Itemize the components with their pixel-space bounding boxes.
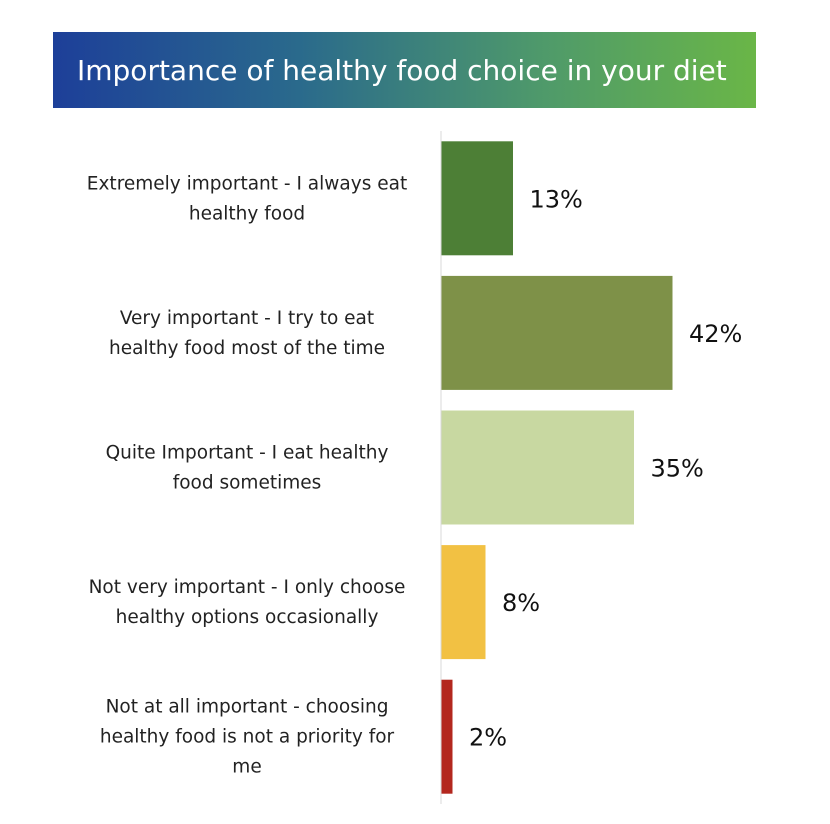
category-label-5: Not at all important - choosing healthy f… — [100, 697, 395, 778]
value-label-4: 8% — [502, 589, 540, 617]
category-label-4: Not very important - I only choose health… — [89, 577, 406, 628]
value-label-5: 2% — [469, 724, 507, 752]
category-label-3: Quite Important - I eat healthy food some… — [106, 443, 389, 494]
value-label-2: 42% — [689, 320, 742, 348]
category-label-2: Very important - I try to eat healthy foo… — [109, 308, 385, 359]
category-label-1: Extremely important - I always eat health… — [87, 173, 407, 224]
bar-1 — [441, 141, 513, 256]
bar-2 — [441, 275, 673, 390]
title-banner: Importance of healthy food choice in you… — [53, 32, 756, 108]
chart-title: Importance of healthy food choice in you… — [77, 53, 727, 87]
value-label-3: 35% — [651, 455, 704, 483]
value-label-1: 13% — [530, 185, 583, 213]
bar-5 — [441, 679, 453, 794]
bar-4 — [441, 545, 486, 660]
bar-3 — [441, 410, 634, 525]
